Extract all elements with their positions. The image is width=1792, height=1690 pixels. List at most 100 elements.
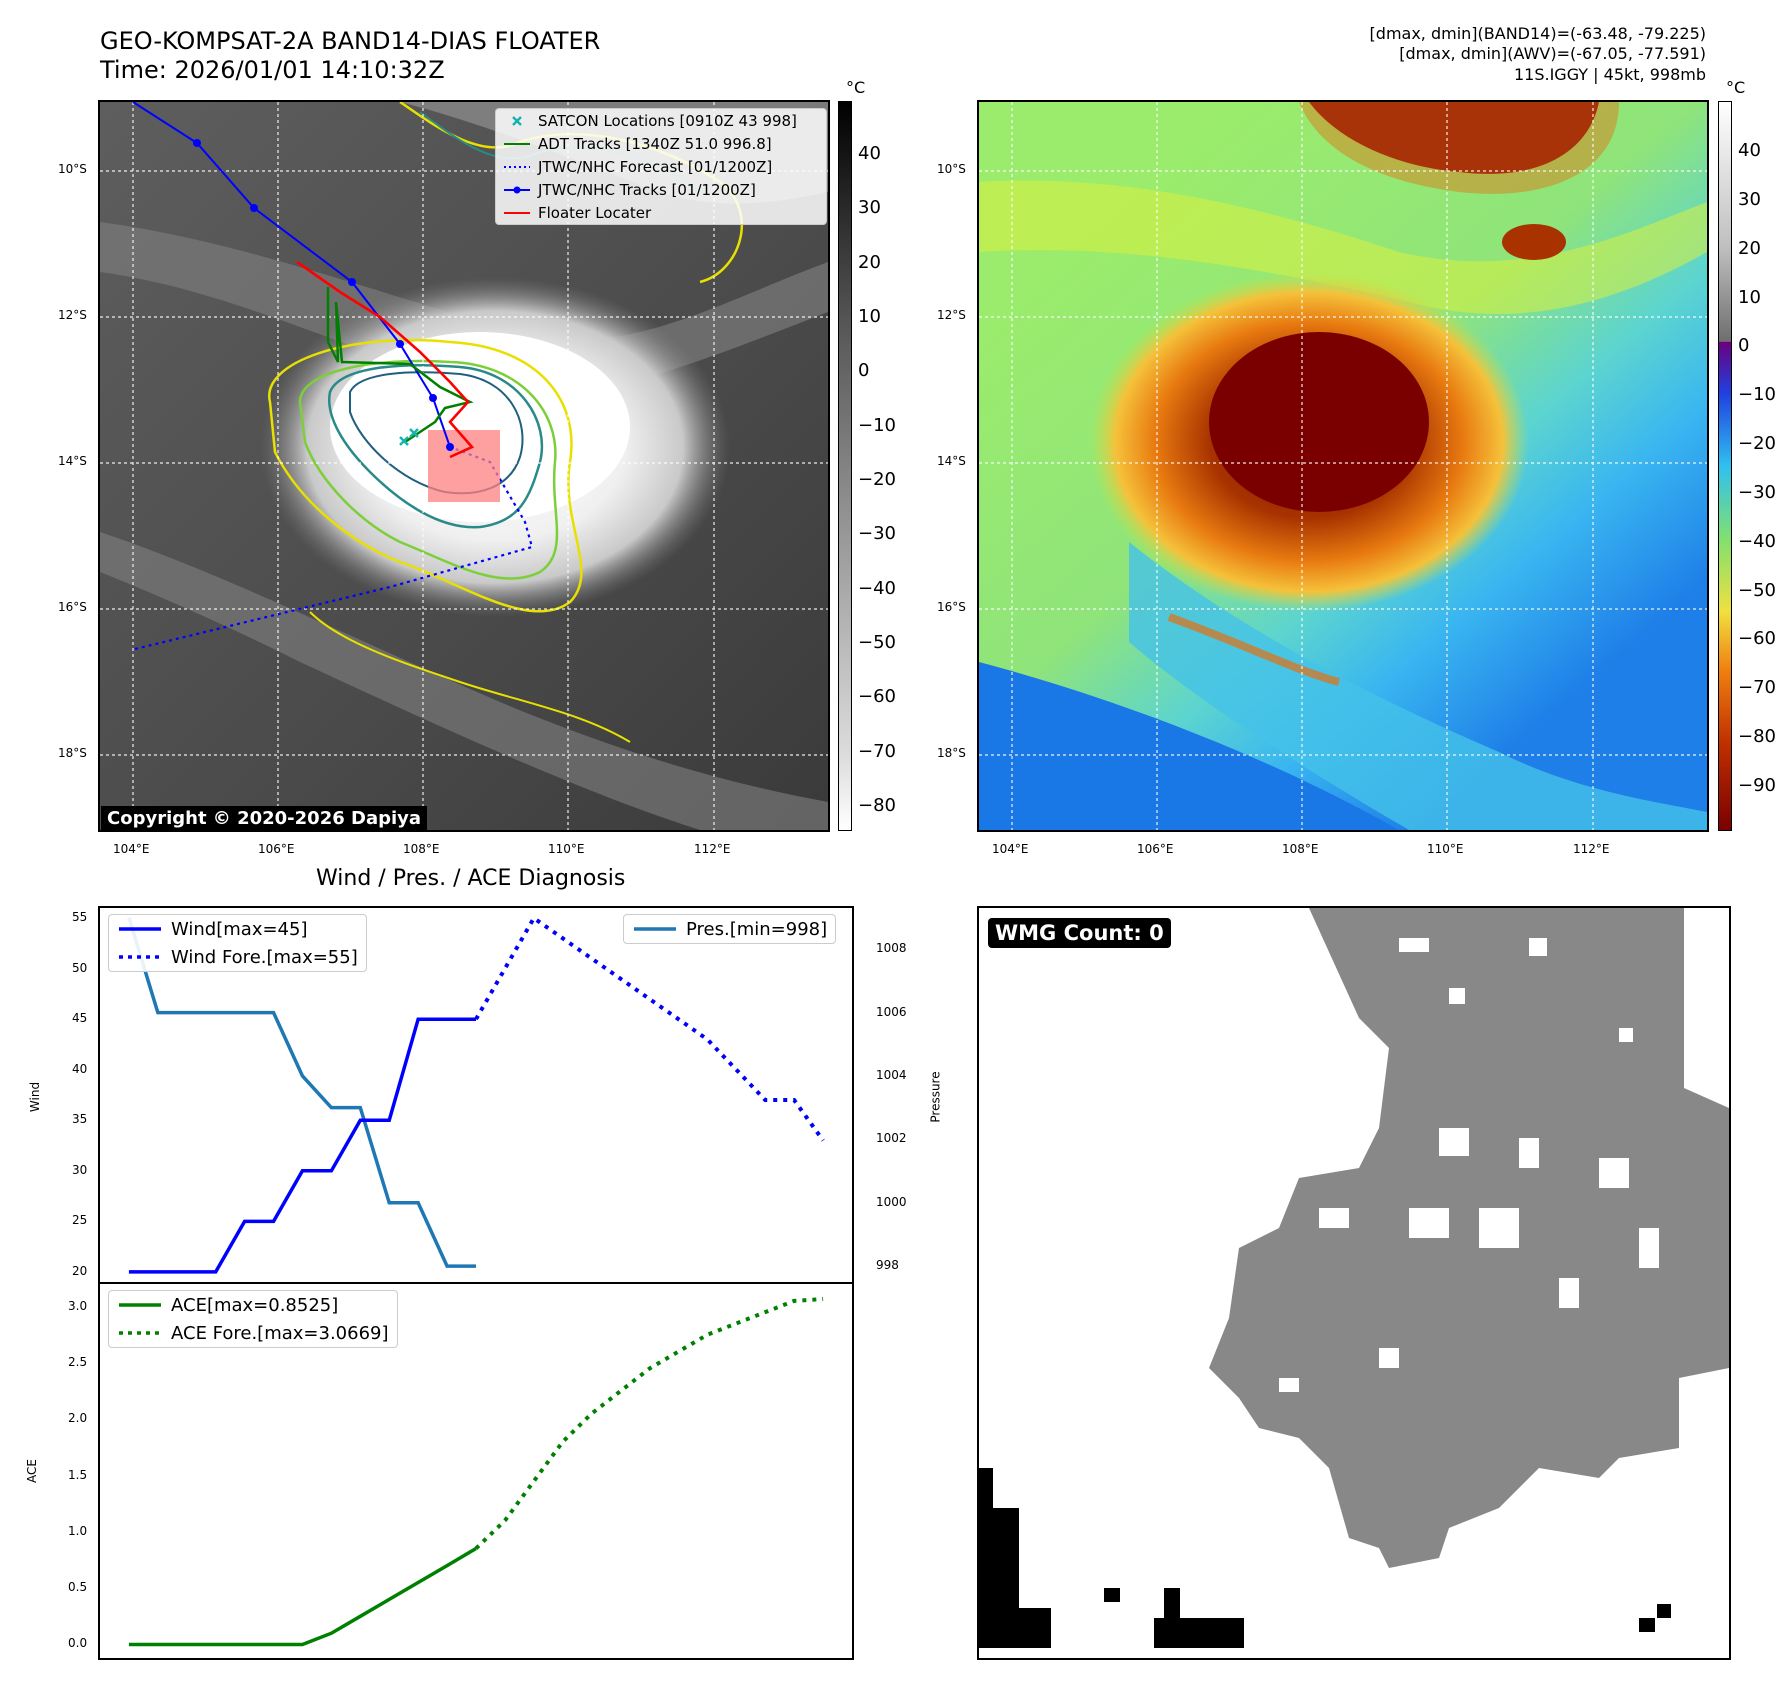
lat-label: 12°S [937,308,966,322]
diagnosis-title: Wind / Pres. / ACE Diagnosis [316,866,626,891]
lon-label: 112°E [1573,842,1610,856]
lat-label: 14°S [937,454,966,468]
wind-axis-label: Wind [28,1081,43,1113]
wmg-panel [977,906,1731,1660]
legend-item-wind: Wind[max=45] [109,915,366,943]
legend-item-adt: ADT Tracks [1340Z 51.0 996.8] [496,132,826,155]
lat-label: 12°S [58,308,87,322]
lon-label: 106°E [258,842,295,856]
legend-label: JTWC/NHC Forecast [01/1200Z] [538,157,773,176]
wind-forecast-series-line [474,915,825,1142]
lon-label: 110°E [1427,842,1464,856]
pressure-axis-label: Pressure [928,1071,943,1123]
right-map-image [979,102,1707,830]
solid-line-icon [634,927,676,931]
legend-item-ace-forecast: ACE Fore.[max=3.0669] [109,1319,397,1347]
lon-label: 104°E [992,842,1029,856]
legend-label: JTWC/NHC Tracks [01/1200Z] [538,180,756,199]
wind-tick-label: 20 [72,1263,88,1278]
legend-item-tracks: JTWC/NHC Tracks [01/1200Z] [496,178,826,201]
legend-item-floater: Floater Locater [496,201,826,224]
legend-label: Floater Locater [538,203,652,222]
wind-pressure-plot [127,915,825,1274]
colorbar-tick: −50 [858,632,896,653]
colorbar-tick: −60 [1738,628,1776,650]
info-line-2: [dmax, dmin](AWV)=(-67.05, -77.591) [1399,44,1706,63]
colorbar-tick: −60 [858,686,896,708]
lat-label: 18°S [937,746,966,760]
colorbar-tick: 10 [858,306,881,327]
pressure-tick-label: 1002 [876,1131,907,1146]
ace-series-line [128,1546,477,1647]
dotted-line-icon [504,165,530,168]
lat-label: 16°S [58,600,87,614]
right-awv-map [977,100,1709,832]
legend-label: SATCON Locations [0910Z 43 998] [538,111,797,130]
lon-label: 106°E [1137,842,1174,856]
wind-series-line [128,1017,476,1274]
colorbar-tick: 30 [858,197,881,219]
colorbar-tick: −20 [858,469,896,490]
legend-label: ACE[max=0.8525] [171,1294,339,1316]
colorbar-tick: 40 [1738,140,1761,161]
wind-tick-label: 25 [72,1213,88,1228]
info-line-3: 11S.IGGY | 45kt, 998mb [1513,65,1706,84]
x-marker-icon [512,115,522,126]
wind-tick-label: 55 [72,910,88,925]
colorbar-tick: −80 [858,795,896,816]
legend-item-satcon: SATCON Locations [0910Z 43 998] [496,109,826,132]
lon-label: 108°E [1282,842,1319,856]
lat-label: 18°S [58,746,87,760]
pressure-series-line [127,916,476,1268]
lat-label: 16°S [937,600,966,614]
ace-tick-label: 0.5 [68,1580,88,1595]
pressure-legend: Pres.[min=998] [623,914,837,944]
left-colorbar [838,101,852,831]
wmg-mask-image [979,908,1729,1648]
title-line-2: Time: 2026/01/01 14:10:32Z [100,56,445,84]
colorbar-tick: −10 [858,414,896,436]
solid-line-icon [119,1303,161,1307]
legend-item-wind-forecast: Wind Fore.[max=55] [109,943,366,971]
ace-tick-label: 0.0 [68,1636,88,1651]
legend-label: Wind[max=45] [171,918,308,940]
legend-item-pressure: Pres.[min=998] [624,915,835,943]
colorbar-tick: −90 [1738,775,1776,796]
colorbar-tick: −50 [1738,579,1776,601]
ace-forecast-series-line [474,1296,824,1550]
copyright-label: Copyright © 2020-2026 Dapiya [101,806,428,831]
wind-tick-label: 35 [72,1112,88,1127]
ace-legend: ACE[max=0.8525] ACE Fore.[max=3.0669] [108,1290,398,1348]
right-colorbar [1718,101,1732,831]
colorbar-tick: 0 [1738,335,1750,357]
colorbar-tick: −30 [1738,481,1776,503]
ace-panel [98,1282,854,1660]
legend-label: ACE Fore.[max=3.0669] [171,1322,389,1344]
pressure-tick-label: 998 [876,1258,899,1273]
ace-axis-label: ACE [24,1459,39,1483]
wind-tick-label: 30 [72,1162,88,1177]
solid-line-icon [504,142,530,145]
pressure-tick-label: 1000 [876,1194,907,1209]
colorbar-tick: 30 [1738,188,1761,210]
colorbar-tick: −70 [1738,677,1776,699]
lon-label: 104°E [113,842,150,856]
pressure-tick-label: 1006 [876,1004,907,1019]
colorbar-tick: 0 [858,360,870,382]
lat-label: 10°S [58,162,87,176]
wind-legend: Wind[max=45] Wind Fore.[max=55] [108,914,367,972]
lon-label: 108°E [403,842,440,856]
solid-line-icon [504,211,530,214]
lat-label: 14°S [58,454,87,468]
right-colorbar-unit: °C [1726,78,1746,97]
colorbar-tick: −20 [1738,433,1776,455]
title-line-1: GEO-KOMPSAT-2A BAND14-DIAS FLOATER [100,27,601,55]
legend-label: Pres.[min=998] [686,918,828,940]
ace-tick-label: 1.0 [68,1523,88,1538]
colorbar-tick: −40 [1738,530,1776,552]
ace-tick-label: 1.5 [68,1467,88,1482]
legend-item-ace: ACE[max=0.8525] [109,1291,397,1319]
colorbar-tick: −10 [1738,384,1776,406]
ace-tick-label: 2.0 [68,1411,88,1426]
wmg-count-badge: WMG Count: 0 [988,918,1171,948]
